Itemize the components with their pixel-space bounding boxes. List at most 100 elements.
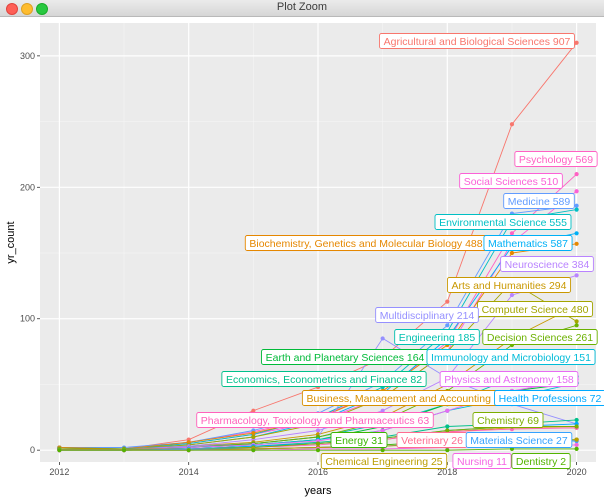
data-point: [574, 203, 579, 208]
series-label-text: Mathematics 587: [488, 238, 568, 250]
data-point: [574, 424, 579, 429]
series-label-box: [320, 453, 448, 469]
series-label: Earth and Planetary Sciences 164: [261, 349, 429, 365]
series-label-box: [494, 390, 604, 406]
series-label: Medicine 589: [503, 193, 575, 209]
series-label-box: [452, 453, 512, 469]
series-label-text: Business, Management and Accounting 65: [306, 393, 505, 405]
data-point: [380, 428, 385, 433]
series-label: Multidisciplinary 214: [375, 307, 479, 323]
data-point: [121, 448, 127, 453]
x-tick-label: 2020: [567, 467, 587, 477]
series-label-box: [426, 349, 596, 365]
series-label: Energy 31: [330, 432, 388, 448]
series-label-text: Neuroscience 384: [505, 259, 590, 271]
close-window-button[interactable]: [6, 3, 18, 15]
data-point: [574, 172, 579, 177]
series-label-box: [394, 329, 480, 345]
series-label: Engineering 185: [394, 329, 480, 345]
series-label-box: [500, 256, 594, 272]
data-point: [380, 336, 385, 341]
series-label-text: Dentistry 2: [516, 456, 566, 468]
data-point: [380, 448, 385, 453]
series-label-box: [196, 412, 434, 428]
series-label: Health Professions 72: [494, 390, 604, 406]
data-point: [445, 299, 450, 304]
y-tick-label: 0: [30, 445, 35, 455]
data-point: [509, 250, 515, 256]
window-title: Plot Zoom: [276, 1, 328, 13]
series-label: Business, Management and Accounting 65: [301, 390, 511, 406]
series-label: Decision Sciences 261: [482, 329, 598, 345]
series-label-text: Environmental Science 555: [439, 217, 567, 229]
x-tick-label: 2012: [49, 467, 69, 477]
data-point: [251, 434, 256, 440]
data-point: [57, 448, 62, 453]
series-label: Chemistry 69: [472, 412, 544, 428]
series-label: Physics and Astronomy 158: [439, 371, 579, 387]
series-label-box: [459, 173, 563, 189]
data-point: [251, 448, 256, 453]
series-label-text: Chemical Engineering 25: [325, 456, 442, 468]
series-label: Economics, Econometrics and Finance 82: [221, 371, 427, 387]
series-label-text: Pharmacology, Toxicology and Pharmaceuti…: [201, 415, 430, 427]
series-label: Chemical Engineering 25: [320, 453, 448, 469]
y-axis-title: yr_count: [5, 221, 17, 263]
series-label: Agricultural and Biological Sciences 907: [379, 33, 575, 49]
data-point: [509, 231, 515, 236]
series-label-box: [465, 432, 573, 448]
data-point: [574, 319, 579, 324]
series-label-text: Nursing 11: [457, 456, 507, 468]
series-label-text: Engineering 185: [399, 332, 476, 344]
series-label-text: Decision Sciences 261: [487, 332, 593, 344]
series-label: Social Sciences 510: [459, 173, 563, 189]
series-label-box: [379, 33, 575, 49]
zoom-window-button[interactable]: [36, 3, 48, 15]
series-label-box: [483, 235, 573, 251]
series-label: Biochemistry, Genetics and Molecular Bio…: [244, 235, 488, 251]
data-point: [574, 442, 579, 448]
series-label-text: Arts and Humanities 294: [452, 280, 567, 292]
series-label: Dentistry 2: [511, 453, 571, 469]
data-point: [574, 40, 579, 45]
data-point: [574, 437, 579, 442]
series-label-text: Health Professions 72: [499, 393, 602, 405]
series: [57, 446, 579, 453]
data-point: [445, 448, 450, 453]
data-point: [251, 430, 256, 436]
data-point: [315, 448, 321, 453]
x-axis-title: years: [305, 485, 332, 497]
series-label-box: [472, 412, 544, 428]
series-label-text: Earth and Planetary Sciences 164: [266, 352, 425, 364]
x-tick-label: 2018: [437, 467, 457, 477]
series-label: Environmental Science 555: [434, 214, 572, 230]
series-label-box: [446, 277, 572, 293]
series-label-box: [503, 193, 575, 209]
data-point: [445, 428, 450, 433]
data-point: [315, 428, 321, 433]
data-point: [315, 441, 321, 446]
series-label-text: Immunology and Microbiology 151: [431, 352, 591, 364]
data-point: [574, 231, 579, 236]
y-tick-label: 100: [20, 314, 35, 324]
data-point: [445, 408, 450, 413]
series-label-box: [330, 432, 388, 448]
series-label-text: Chemistry 69: [477, 415, 539, 427]
series-label-text: Physics and Astronomy 158: [444, 374, 574, 386]
series-label-text: Materials Science 27: [470, 435, 568, 447]
series-label: Psychology 569: [514, 151, 598, 167]
data-point: [574, 446, 579, 451]
series-label-box: [514, 151, 598, 167]
data-point: [509, 292, 515, 298]
series-label-box: [221, 371, 427, 387]
data-point: [574, 207, 579, 212]
x-tick-label: 2016: [308, 467, 328, 477]
series-label: Materials Science 27: [465, 432, 573, 448]
series-label-text: Agricultural and Biological Sciences 907: [384, 36, 571, 48]
data-point: [380, 408, 385, 413]
series-label: Nursing 11: [452, 453, 512, 469]
series-label-text: Medicine 589: [508, 196, 571, 208]
y-tick-label: 200: [20, 182, 35, 192]
minimize-window-button[interactable]: [21, 3, 33, 15]
